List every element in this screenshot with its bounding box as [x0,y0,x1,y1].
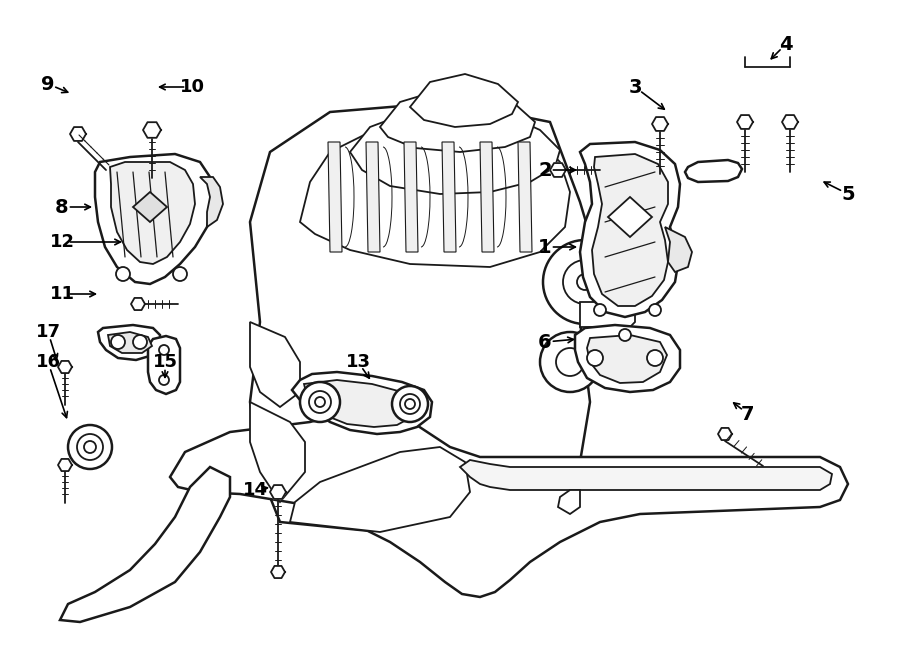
Circle shape [159,345,169,355]
Circle shape [315,397,325,407]
Circle shape [400,394,420,414]
Text: 9: 9 [41,75,55,93]
Polygon shape [250,402,305,502]
Text: 13: 13 [346,353,371,371]
Polygon shape [304,380,414,427]
Circle shape [587,350,603,366]
Circle shape [133,335,147,349]
Circle shape [116,267,130,281]
Text: 8: 8 [55,197,68,216]
Circle shape [594,304,606,316]
Polygon shape [60,467,230,622]
Polygon shape [131,298,145,310]
Polygon shape [110,162,195,264]
Text: 17: 17 [35,323,60,341]
Polygon shape [250,102,595,532]
Text: 12: 12 [50,233,75,251]
Polygon shape [58,361,72,373]
Polygon shape [380,90,535,152]
Circle shape [577,274,593,290]
Polygon shape [170,414,848,597]
Text: 1: 1 [538,238,552,256]
Polygon shape [300,122,570,267]
Polygon shape [782,115,798,129]
Text: 16: 16 [35,353,60,371]
Circle shape [556,348,584,376]
Text: 7: 7 [742,404,755,424]
Polygon shape [460,460,832,490]
Text: 5: 5 [842,185,855,203]
Text: 2: 2 [538,160,552,179]
Polygon shape [200,177,223,227]
Polygon shape [133,192,167,222]
Circle shape [649,304,661,316]
Polygon shape [580,142,680,317]
Polygon shape [70,127,86,141]
Polygon shape [328,142,342,252]
Circle shape [563,260,607,304]
Polygon shape [558,490,580,514]
Text: 15: 15 [152,353,177,371]
Polygon shape [292,372,432,434]
Circle shape [77,434,103,460]
Polygon shape [587,335,667,383]
Text: 14: 14 [242,481,267,499]
Circle shape [392,386,428,422]
Polygon shape [480,142,494,252]
Polygon shape [665,227,692,272]
Polygon shape [575,325,680,392]
Polygon shape [143,122,161,138]
Circle shape [619,329,631,341]
Circle shape [84,441,96,453]
Polygon shape [98,325,160,360]
Polygon shape [518,142,532,252]
Circle shape [405,399,415,409]
Circle shape [647,350,663,366]
Circle shape [159,375,169,385]
Circle shape [68,425,112,469]
Polygon shape [271,566,285,578]
Circle shape [543,240,627,324]
Polygon shape [270,485,286,499]
Polygon shape [58,459,72,471]
Polygon shape [95,154,213,284]
Polygon shape [350,107,560,194]
Polygon shape [608,197,652,237]
Text: 3: 3 [628,77,642,97]
Polygon shape [148,336,180,394]
Polygon shape [685,160,742,182]
Polygon shape [290,447,470,532]
Circle shape [300,382,340,422]
Polygon shape [550,163,566,177]
Polygon shape [404,142,418,252]
Circle shape [540,332,600,392]
Polygon shape [592,154,668,306]
Polygon shape [250,322,300,407]
Circle shape [111,335,125,349]
Polygon shape [718,428,732,440]
Polygon shape [108,332,152,353]
Circle shape [309,391,331,413]
Text: 4: 4 [779,34,793,54]
Polygon shape [652,117,668,131]
Polygon shape [442,142,456,252]
Polygon shape [737,115,753,129]
Text: 6: 6 [538,332,552,352]
Polygon shape [580,302,635,327]
Polygon shape [366,142,380,252]
Text: 10: 10 [179,78,204,96]
Polygon shape [410,74,518,127]
Text: 11: 11 [50,285,75,303]
Circle shape [173,267,187,281]
